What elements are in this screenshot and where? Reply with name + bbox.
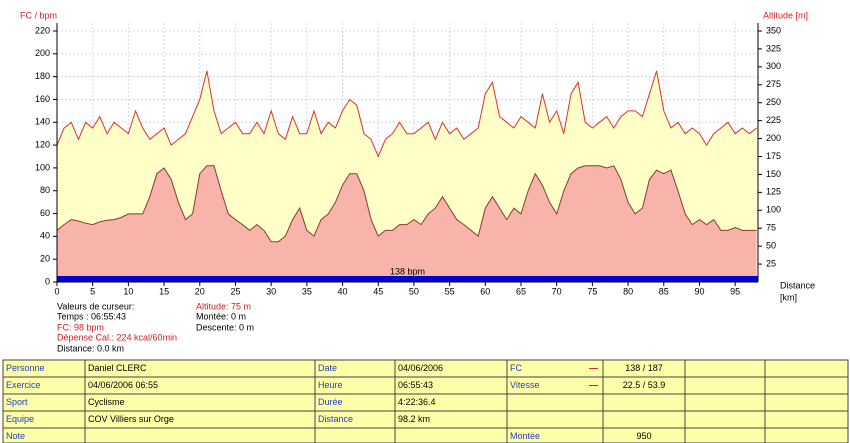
field-label: Heure xyxy=(318,380,343,390)
x-axis-unit: [km] xyxy=(780,292,797,302)
field-value: 04/06/2006 06:55 xyxy=(88,380,158,390)
x-tick-label: 90 xyxy=(694,286,704,296)
y2-tick-label: 225 xyxy=(766,115,781,125)
y-tick-label: 180 xyxy=(35,71,50,81)
field-value: Cyclisme xyxy=(88,397,125,407)
y-tick-label: 100 xyxy=(35,162,50,172)
x-tick-label: 50 xyxy=(409,286,419,296)
y-tick-label: 80 xyxy=(40,185,50,195)
field-value: 04/06/2006 xyxy=(398,363,443,373)
y-tick-label: 200 xyxy=(35,48,50,58)
field-value: 22.5 / 53.9 xyxy=(623,380,666,390)
x-tick-label: 95 xyxy=(730,286,740,296)
field-value: 950 xyxy=(636,431,651,441)
x-tick-label: 5 xyxy=(90,286,95,296)
series-line xyxy=(56,165,757,243)
series-line xyxy=(56,70,757,158)
x-axis-title: Distance xyxy=(780,280,815,290)
field-label: Distance xyxy=(318,414,353,424)
field-value: 98.2 km xyxy=(398,414,430,424)
field-label: Montée xyxy=(510,431,540,441)
x-tick-label: 25 xyxy=(230,286,240,296)
area-fill xyxy=(57,165,757,282)
annotation: 138 bpm xyxy=(390,266,425,276)
y2-tick-label: 175 xyxy=(766,151,781,161)
y-tick-label: 120 xyxy=(35,139,50,149)
field-value: Daniel CLERC xyxy=(88,363,147,373)
x-tick-label: 35 xyxy=(302,286,312,296)
y2-tick-label: 250 xyxy=(766,97,781,107)
field-label: Personne xyxy=(6,363,45,373)
x-tick-label: 40 xyxy=(338,286,348,296)
y2-tick-label: 300 xyxy=(766,61,781,71)
field-value: COV Villiers sur Orge xyxy=(88,414,174,424)
field-value: 138 / 187 xyxy=(625,363,663,373)
field-value: 4:22:36.4 xyxy=(398,397,436,407)
y2-tick-label: 150 xyxy=(766,169,781,179)
x-tick-label: 80 xyxy=(623,286,633,296)
x-tick-label: 45 xyxy=(373,286,383,296)
field-label: Note xyxy=(6,431,25,441)
y2-axis-title: Altitude [m] xyxy=(763,10,808,20)
field-label: FC xyxy=(510,363,522,373)
y2-tick-label: 350 xyxy=(766,25,781,35)
y-axis-title: FC / bpm xyxy=(20,10,57,20)
x-tick-label: 55 xyxy=(445,286,455,296)
average-band xyxy=(57,276,758,282)
field-label: Sport xyxy=(6,397,28,407)
x-tick-label: 85 xyxy=(659,286,669,296)
field-label: Date xyxy=(318,363,337,373)
y-tick-label: 220 xyxy=(35,25,50,35)
y2-tick-label: 75 xyxy=(766,223,776,233)
cursor-title: Valeurs de curseur: xyxy=(57,301,134,311)
cursor-distance: Distance: 0.0 km xyxy=(57,343,124,353)
x-tick-label: 30 xyxy=(266,286,276,296)
cursor-calories: Dépense Cal.: 224 kcal/60min xyxy=(57,332,177,342)
y2-tick-label: 125 xyxy=(766,187,781,197)
x-tick-label: 75 xyxy=(587,286,597,296)
y2-tick-label: 25 xyxy=(766,258,776,268)
x-tick-label: 65 xyxy=(516,286,526,296)
cursor-ascent: Montée: 0 m xyxy=(196,311,246,321)
y-tick-label: 140 xyxy=(35,117,50,127)
cursor-descent: Descente: 0 m xyxy=(196,322,254,332)
x-tick-label: 0 xyxy=(54,286,59,296)
cursor-time: Temps : 06:55:43 xyxy=(57,311,126,321)
y2-tick-label: 275 xyxy=(766,79,781,89)
y2-tick-label: 50 xyxy=(766,241,776,251)
x-tick-label: 20 xyxy=(195,286,205,296)
y2-tick-label: 100 xyxy=(766,205,781,215)
field-label: Vitesse xyxy=(510,380,539,390)
y-tick-label: 40 xyxy=(40,231,50,241)
x-tick-label: 10 xyxy=(123,286,133,296)
cursor-altitude: Altitude: 75 m xyxy=(196,301,251,311)
y2-tick-label: 200 xyxy=(766,133,781,143)
field-label: Exercice xyxy=(6,380,41,390)
field-label: Durée xyxy=(318,397,343,407)
field-value: 06:55:43 xyxy=(398,380,433,390)
cursor-hr: FC: 98 bpm xyxy=(57,322,104,332)
y2-tick-label: 325 xyxy=(766,43,781,53)
y-tick-label: 60 xyxy=(40,208,50,218)
y-tick-label: 20 xyxy=(40,254,50,264)
y-tick-label: 160 xyxy=(35,94,50,104)
x-tick-label: 60 xyxy=(480,286,490,296)
y-tick-label: 0 xyxy=(45,276,50,286)
x-tick-label: 15 xyxy=(159,286,169,296)
field-label: Equipe xyxy=(6,414,34,424)
x-tick-label: 70 xyxy=(552,286,562,296)
